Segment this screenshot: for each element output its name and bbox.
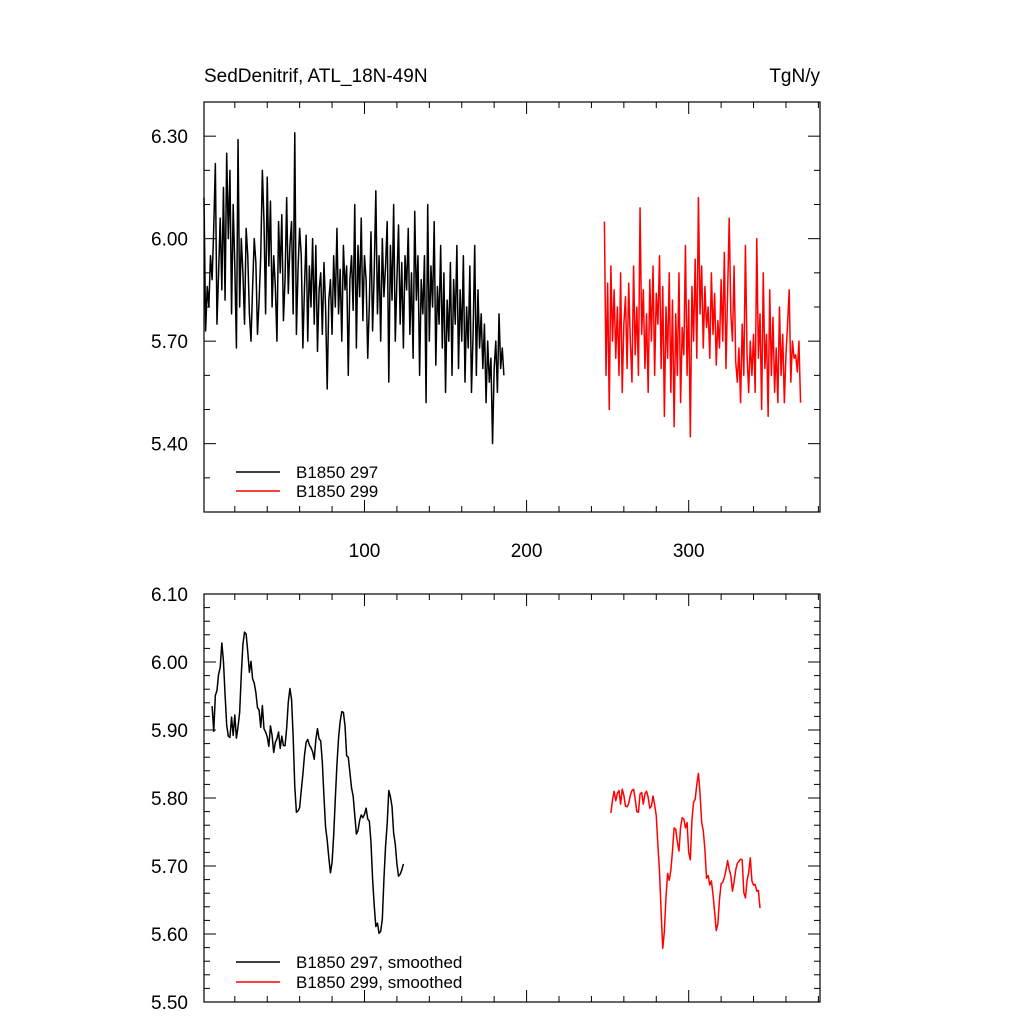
series-line-b1850-297 (203, 132, 505, 445)
top-y-tick-labels: 6.30 6.00 5.70 5.40 (151, 127, 188, 456)
y-tick-label: 5.70 (151, 857, 188, 878)
legend-label-297: B1850 297 (296, 463, 378, 482)
bottom-axis-ticks (204, 593, 820, 1003)
chart-title: SedDenitrif, ATL_18N-49N (204, 66, 428, 87)
legend-label-299: B1850 299 (296, 482, 378, 501)
top-plot-frame (203, 101, 821, 513)
y-tick-label: 5.60 (151, 925, 188, 946)
series-line-b1850-299 (603, 196, 802, 438)
y-tick-label: 6.00 (151, 653, 188, 674)
units-label: TgN/y (769, 66, 820, 87)
bottom-legend: B1850 297, smoothed B1850 299, smoothed (236, 953, 462, 992)
y-tick-label: 5.90 (151, 721, 188, 742)
top-panel: SedDenitrif, ATL_18N-49N TgN/y 6.30 6.00 5… (151, 66, 821, 562)
bottom-y-tick-labels: 6.10 6.00 5.90 5.80 5.70 5.60 5.50 (151, 585, 188, 1014)
y-tick-label: 6.00 (151, 230, 188, 251)
y-tick-label: 6.30 (151, 127, 188, 148)
y-tick-label: 5.70 (151, 332, 188, 353)
bottom-series-lines (211, 631, 761, 950)
legend-label-297-smoothed: B1850 297, smoothed (296, 953, 462, 972)
x-tick-label: 100 (349, 541, 381, 562)
y-tick-label: 5.50 (151, 993, 188, 1014)
series-line-b1850-297-smoothed (211, 631, 405, 935)
y-tick-label: 5.80 (151, 789, 188, 810)
x-tick-label: 300 (673, 541, 705, 562)
legend-label-299-smoothed: B1850 299, smoothed (296, 973, 462, 992)
top-series-lines (203, 132, 802, 445)
top-x-tick-labels: 100 200 300 (349, 541, 705, 562)
y-tick-label: 5.40 (151, 435, 188, 456)
x-tick-label: 200 (511, 541, 543, 562)
bottom-plot-frame (203, 593, 821, 1003)
bottom-panel: 6.10 6.00 5.90 5.80 5.70 5.60 5.50 B1850 297, … (151, 585, 821, 1014)
series-line-b1850-299-smoothed (610, 772, 761, 950)
top-legend: B1850 297 B1850 299 (236, 463, 378, 501)
y-tick-label: 6.10 (151, 585, 188, 606)
